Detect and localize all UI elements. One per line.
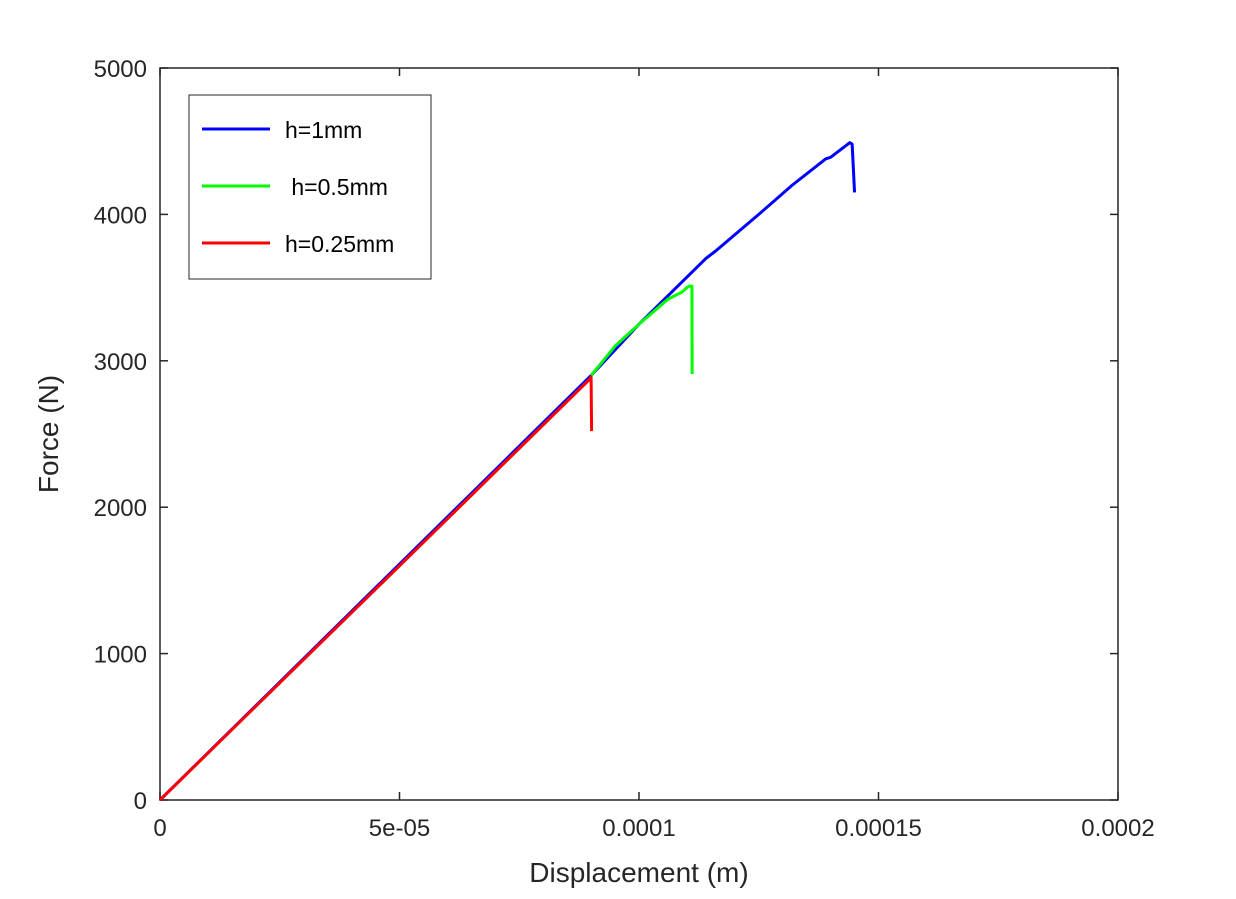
y-tick-label: 5000 <box>94 56 147 83</box>
y-tick-label: 3000 <box>94 349 147 376</box>
x-tick-label: 0.0001 <box>602 815 675 842</box>
y-tick-label: 0 <box>134 788 147 815</box>
legend-label-2: h=0.25mm <box>285 231 394 257</box>
series-layer <box>158 141 857 802</box>
series-line-1 <box>589 284 694 377</box>
y-axis-label: Force (N) <box>33 375 64 493</box>
x-axis-label: Displacement (m) <box>529 857 748 888</box>
x-tick-label: 0.0002 <box>1081 815 1154 842</box>
y-tick-label: 2000 <box>94 495 147 522</box>
y-tick-label: 4000 <box>94 202 147 229</box>
legend-label-0: h=1mm <box>285 117 362 143</box>
series-line-2 <box>158 375 594 802</box>
x-tick-label: 5e-05 <box>369 815 430 842</box>
x-tick-label: 0 <box>153 815 166 842</box>
x-tick-label: 0.00015 <box>835 815 922 842</box>
legend: h=1mm h=0.5mm h=0.25mm <box>188 94 432 280</box>
legend-label-1: h=0.5mm <box>285 174 388 200</box>
y-tick-label: 1000 <box>94 642 147 669</box>
axis-ticks: 0 5e-05 0.0001 0.00015 0.0002 0 1000 2000 3000 40… <box>94 56 1155 842</box>
